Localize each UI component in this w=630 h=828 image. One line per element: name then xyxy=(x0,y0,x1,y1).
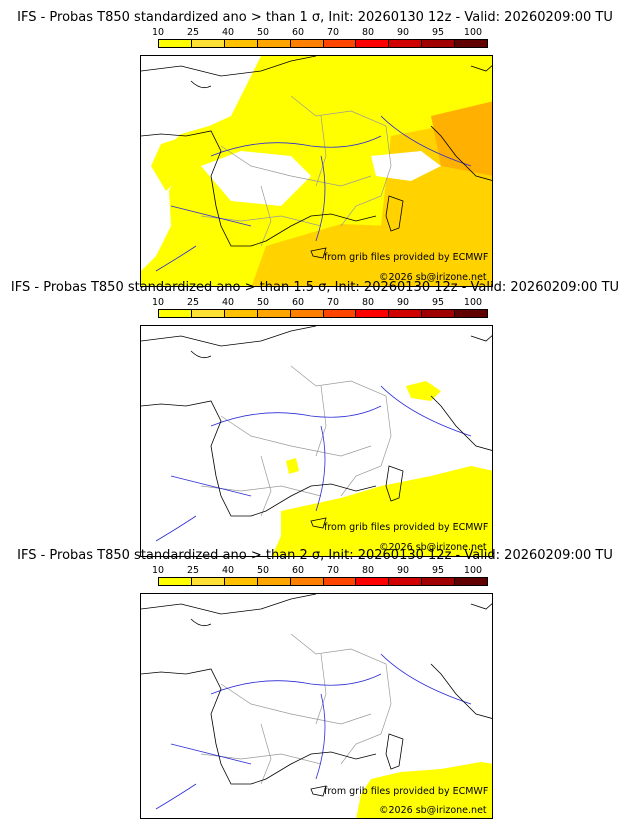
colorbar-tick: 80 xyxy=(361,297,375,308)
colorbar-swatch xyxy=(455,578,488,585)
colorbar-tick: 90 xyxy=(396,565,410,576)
colorbar-swatch xyxy=(389,310,423,317)
colorbar-swatch xyxy=(455,40,488,47)
colorbar-tick: 60 xyxy=(291,27,305,38)
colorbar-swatch xyxy=(323,310,357,317)
map-1-svg xyxy=(141,56,492,286)
source-credit: from grib files provided by ECMWF xyxy=(324,786,489,797)
colorbar-swatch xyxy=(422,310,456,317)
coastline xyxy=(141,326,492,529)
colorbar-swatch xyxy=(191,578,225,585)
colorbar-swatch xyxy=(159,40,192,47)
panel-1-title: IFS - Probas T850 standardized ano > tha… xyxy=(17,10,613,25)
copyright: ©2026 sb@irizone.net xyxy=(379,805,487,816)
colorbar-swatch xyxy=(356,40,390,47)
map-3: from grib files provided by ECMWF ©2026 … xyxy=(140,593,493,819)
colorbar-tick: 25 xyxy=(186,27,200,38)
rivers xyxy=(155,653,472,810)
rivers xyxy=(155,385,472,542)
colorbar-1 xyxy=(158,39,488,48)
colorbar-tick: 90 xyxy=(396,27,410,38)
colorbar-tick: 95 xyxy=(431,565,445,576)
colorbar-swatch xyxy=(356,310,390,317)
colorbar-3 xyxy=(158,577,488,586)
colorbar-3-labels: 10 25 40 50 60 70 80 90 95 100 xyxy=(151,565,482,576)
source-credit: from grib files provided by ECMWF xyxy=(324,252,489,263)
colorbar-tick: 40 xyxy=(221,297,235,308)
colorbar-tick: 10 xyxy=(151,297,165,308)
country-borders xyxy=(200,365,392,517)
colorbar-swatch xyxy=(455,310,488,317)
prob-area-yellow-med xyxy=(271,466,492,556)
rivers xyxy=(155,115,472,272)
prob-area-yellow-alps xyxy=(406,381,441,401)
prob-area-yellow-west xyxy=(151,136,186,191)
colorbar-swatch xyxy=(224,40,258,47)
colorbar-tick: 100 xyxy=(463,565,483,576)
colorbar-tick: 60 xyxy=(291,565,305,576)
colorbar-swatch xyxy=(323,578,357,585)
colorbar-swatch xyxy=(191,310,225,317)
colorbar-tick: 10 xyxy=(151,27,165,38)
colorbar-tick: 95 xyxy=(431,297,445,308)
colorbar-tick: 40 xyxy=(221,27,235,38)
colorbar-swatch xyxy=(389,578,423,585)
colorbar-swatch xyxy=(257,578,291,585)
copyright: ©2026 sb@irizone.net xyxy=(379,272,487,283)
colorbar-tick: 70 xyxy=(326,27,340,38)
colorbar-tick: 50 xyxy=(256,297,270,308)
source-credit: from grib files provided by ECMWF xyxy=(324,522,489,533)
colorbar-tick: 40 xyxy=(221,565,235,576)
colorbar-swatch xyxy=(224,578,258,585)
colorbar-1-labels: 10 25 40 50 60 70 80 90 95 100 xyxy=(151,27,482,38)
prob-area-yellow-med xyxy=(356,762,492,818)
colorbar-tick: 80 xyxy=(361,27,375,38)
colorbar-tick: 10 xyxy=(151,565,165,576)
panel-3-title: IFS - Probas T850 standardized ano > tha… xyxy=(17,548,613,563)
colorbar-tick: 100 xyxy=(463,297,483,308)
colorbar-tick: 50 xyxy=(256,27,270,38)
copyright: ©2026 sb@irizone.net xyxy=(379,542,487,553)
colorbar-swatch xyxy=(290,40,324,47)
map-2: from grib files provided by ECMWF ©2026 … xyxy=(140,325,493,557)
colorbar-swatch xyxy=(422,40,456,47)
colorbar-tick: 60 xyxy=(291,297,305,308)
coastline xyxy=(141,594,492,797)
colorbar-swatch xyxy=(159,578,192,585)
colorbar-tick: 25 xyxy=(186,565,200,576)
colorbar-swatch xyxy=(224,310,258,317)
colorbar-swatch xyxy=(290,310,324,317)
colorbar-swatch xyxy=(290,578,324,585)
coastline xyxy=(141,56,492,259)
panel-1: IFS - Probas T850 standardized ano > tha… xyxy=(0,10,630,287)
colorbar-swatch xyxy=(159,310,192,317)
colorbar-tick: 25 xyxy=(186,297,200,308)
colorbar-tick: 90 xyxy=(396,297,410,308)
colorbar-tick: 70 xyxy=(326,297,340,308)
colorbar-swatch xyxy=(323,40,357,47)
colorbar-swatch xyxy=(389,40,423,47)
prob-gap xyxy=(201,151,311,206)
colorbar-tick: 80 xyxy=(361,565,375,576)
panel-2: IFS - Probas T850 standardized ano > tha… xyxy=(0,280,630,557)
colorbar-2-labels: 10 25 40 50 60 70 80 90 95 100 xyxy=(151,297,482,308)
map-3-svg xyxy=(141,594,492,818)
prob-area-orange-med xyxy=(251,224,401,286)
colorbar-swatch xyxy=(356,578,390,585)
prob-area-yellow-small xyxy=(286,458,299,474)
colorbar-tick: 100 xyxy=(463,27,483,38)
map-1: from grib files provided by ECMWF ©2026 … xyxy=(140,55,493,287)
colorbar-swatch xyxy=(422,578,456,585)
colorbar-tick: 95 xyxy=(431,27,445,38)
colorbar-swatch xyxy=(257,310,291,317)
colorbar-swatch xyxy=(257,40,291,47)
panel-2-title: IFS - Probas T850 standardized ano > tha… xyxy=(10,280,620,295)
map-2-svg xyxy=(141,326,492,556)
colorbar-2 xyxy=(158,309,488,318)
panel-3: IFS - Probas T850 standardized ano > tha… xyxy=(0,548,630,819)
colorbar-tick: 70 xyxy=(326,565,340,576)
colorbar-swatch xyxy=(191,40,225,47)
colorbar-tick: 50 xyxy=(256,565,270,576)
